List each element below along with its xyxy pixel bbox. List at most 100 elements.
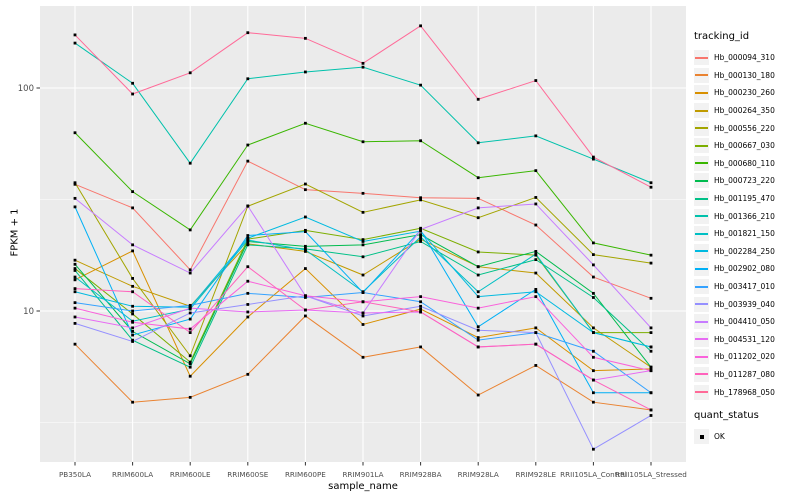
legend-item: Hb_000667_030: [694, 137, 800, 155]
data-point: [73, 301, 77, 305]
legend-swatch-line: [695, 109, 708, 112]
legend-label: OK: [714, 432, 725, 442]
data-point: [361, 140, 365, 144]
data-point: [419, 345, 422, 349]
data-point: [649, 326, 653, 330]
legend-label: Hb_011202_020: [714, 352, 775, 362]
data-point: [419, 83, 422, 87]
legend-item: Hb_011287_080: [694, 366, 800, 384]
data-point: [592, 241, 595, 245]
data-point: [131, 81, 134, 85]
data-point: [73, 306, 77, 310]
data-point: [476, 345, 480, 349]
data-point: [73, 290, 77, 294]
legend-item: Hb_000556_220: [694, 119, 800, 137]
data-point: [361, 240, 365, 243]
legend-key: [694, 384, 709, 400]
legend-item: Hb_000130_180: [694, 67, 800, 85]
data-point: [131, 249, 134, 253]
data-point: [246, 315, 250, 319]
data-point: [131, 312, 134, 316]
legend-title-tracking-id: tracking_id: [694, 31, 750, 42]
x-tick-label: RRIM600PE: [285, 470, 326, 479]
x-tick-label: RRIM600LE: [170, 470, 211, 479]
legend-swatch-line: [695, 355, 708, 358]
data-point: [592, 349, 595, 353]
legend-swatch-line: [695, 285, 708, 288]
data-point: [73, 33, 77, 37]
data-point: [188, 306, 192, 310]
data-point: [649, 408, 653, 412]
data-point: [534, 295, 538, 299]
data-point: [246, 234, 250, 237]
data-point: [476, 273, 480, 277]
data-point: [649, 391, 653, 395]
data-point: [534, 287, 538, 291]
legend-title-quant-status: quant_status: [694, 409, 759, 421]
data-point: [592, 157, 595, 161]
legend-swatch-line: [695, 373, 708, 376]
legend-label: Hb_000130_180: [714, 70, 775, 80]
legend-label: Hb_003417_010: [714, 282, 775, 292]
x-tick-label: RRIM928LE: [516, 470, 557, 479]
legend-key: [694, 296, 709, 312]
data-point: [73, 342, 77, 346]
x-tick-label: RRII105LA_Control: [560, 470, 627, 479]
data-point: [246, 303, 250, 306]
data-point: [246, 77, 250, 81]
data-point: [73, 41, 77, 45]
data-point: [361, 300, 365, 304]
data-point: [73, 205, 77, 209]
data-point: [649, 349, 653, 353]
data-point: [304, 244, 307, 248]
data-point: [419, 198, 422, 202]
data-point: [361, 355, 365, 359]
data-point: [246, 143, 250, 147]
data-point: [419, 307, 422, 311]
legend-swatch-line: [695, 91, 708, 94]
data-point: [304, 294, 307, 298]
legend-label: Hb_000264_350: [714, 106, 775, 116]
data-point: [131, 190, 134, 194]
data-point: [73, 131, 77, 135]
data-point: [131, 320, 134, 324]
data-point: [246, 265, 250, 269]
data-point: [534, 364, 538, 367]
legend-key: [694, 314, 709, 330]
data-point: [361, 238, 365, 242]
data-point: [361, 61, 365, 65]
y-axis-title: FPKM + 1: [9, 208, 21, 257]
data-point: [476, 325, 480, 329]
x-tick-label: RRIM901LA: [342, 470, 383, 479]
data-point: [131, 243, 134, 247]
legend-swatch-line: [695, 250, 708, 253]
data-point: [188, 161, 192, 165]
data-point: [246, 310, 250, 314]
data-point: [419, 295, 422, 299]
data-point: [73, 267, 77, 270]
data-point: [534, 196, 538, 199]
data-point: [476, 265, 480, 269]
data-point: [592, 400, 595, 404]
data-point: [649, 185, 653, 189]
data-point: [649, 181, 653, 185]
data-point: [649, 369, 653, 373]
data-point: [73, 182, 77, 186]
legend-key: [694, 191, 709, 207]
data-point: [419, 196, 422, 200]
data-point: [592, 369, 595, 373]
legend-label: Hb_011287_080: [714, 369, 775, 379]
legend-quant-rows: OK: [694, 428, 800, 446]
data-point: [73, 196, 77, 200]
data-point: [592, 275, 595, 279]
data-point: [649, 345, 653, 349]
data-point: [304, 182, 307, 186]
data-point: [419, 24, 422, 28]
data-point: [304, 267, 307, 270]
legend-key: [694, 243, 709, 259]
legend-label: Hb_000230_260: [714, 88, 775, 98]
data-point: [649, 331, 653, 335]
data-point: [419, 228, 422, 231]
data-point: [188, 395, 192, 399]
